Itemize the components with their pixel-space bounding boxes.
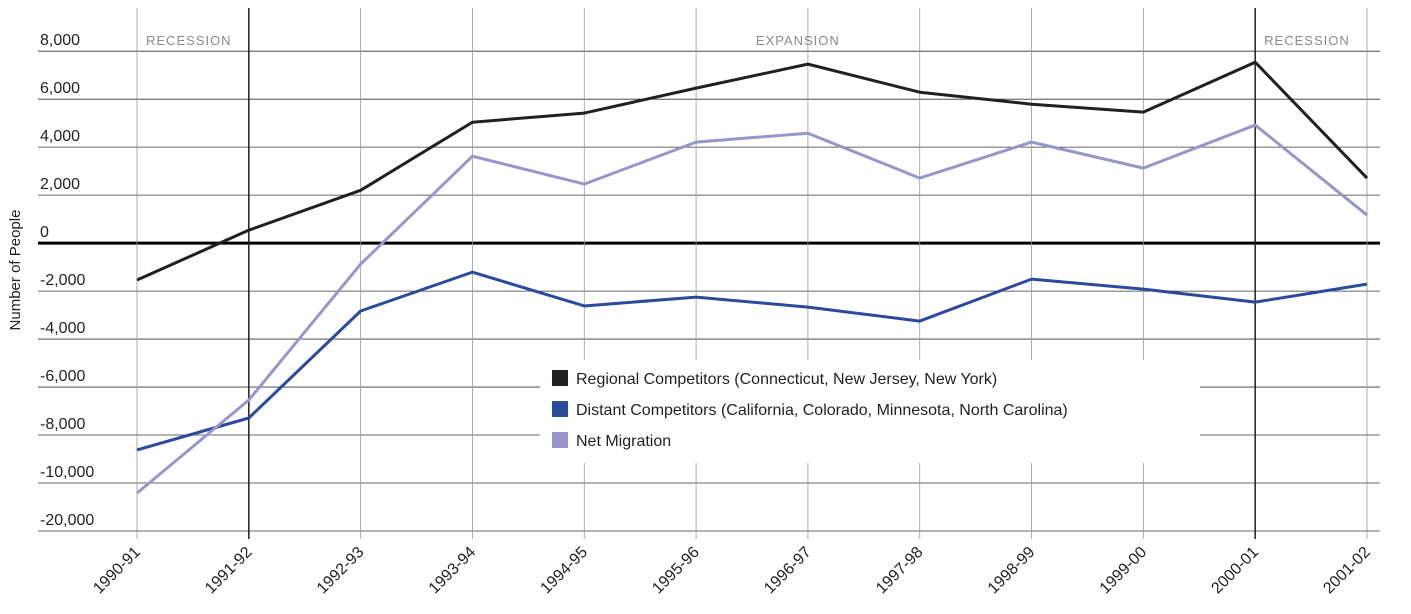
x-tick-label: 1999-00 — [1097, 544, 1151, 598]
period-label: RECESSION — [1264, 33, 1350, 48]
legend-swatch — [552, 401, 568, 417]
legend-label: Regional Competitors (Connecticut, New J… — [576, 371, 997, 388]
y-tick-label: -6,000 — [40, 368, 85, 385]
legend-swatch — [552, 432, 568, 448]
x-tick-label: 2001-02 — [1320, 544, 1374, 598]
y-tick-label: -10,000 — [40, 464, 94, 481]
series-line — [136, 123, 1368, 495]
y-tick-label: -20,000 — [40, 512, 94, 529]
y-tick-label: 6,000 — [40, 80, 80, 97]
period-label: EXPANSION — [756, 33, 840, 48]
x-tick-label: 1996-97 — [761, 544, 815, 598]
x-tick-label: 1992-93 — [314, 544, 368, 598]
x-tick-label: 1998-99 — [985, 544, 1039, 598]
x-tick-label: 1994-95 — [538, 544, 592, 598]
y-tick-label: -8,000 — [40, 416, 85, 433]
y-tick-label: -2,000 — [40, 272, 85, 289]
legend-swatch — [552, 370, 568, 386]
x-tick-label: 1991-92 — [202, 544, 256, 598]
legend-label: Net Migration — [576, 433, 671, 450]
x-tick-label: 1997-98 — [873, 544, 927, 598]
y-tick-label: 4,000 — [40, 128, 80, 145]
x-tick-label: 1995-96 — [649, 544, 703, 598]
y-tick-label: 8,000 — [40, 32, 80, 49]
legend-box — [540, 360, 1200, 463]
series-line — [136, 60, 1369, 282]
period-label: RECESSION — [146, 33, 232, 48]
x-tick-label: 1993-94 — [426, 544, 480, 598]
x-tick-label: 1990-91 — [90, 544, 144, 598]
series-line — [136, 270, 1368, 452]
y-tick-label: 0 — [40, 224, 49, 241]
x-tick-label: 2000-01 — [1208, 544, 1262, 598]
y-tick-label: 2,000 — [40, 176, 80, 193]
legend-label: Distant Competitors (California, Colorad… — [576, 402, 1068, 419]
y-axis-label: Number of People — [7, 210, 24, 331]
y-tick-label: -4,000 — [40, 320, 85, 337]
